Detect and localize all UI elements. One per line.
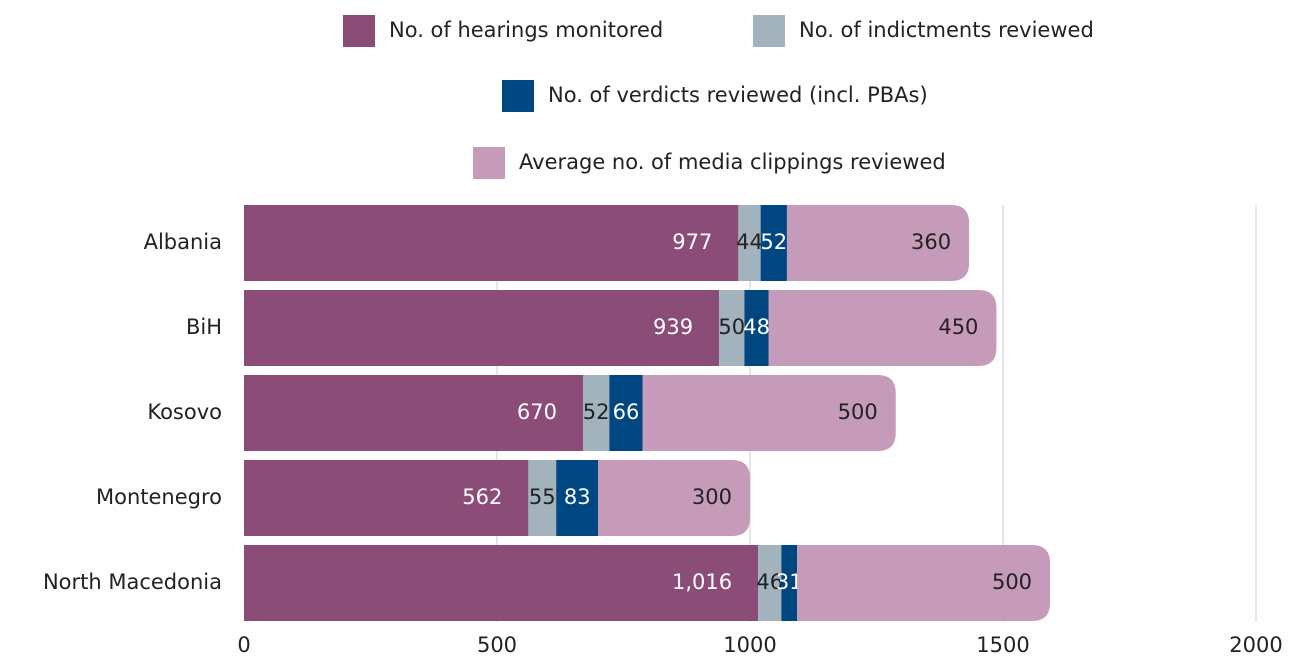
data-label: 977 — [672, 230, 712, 254]
y-tick-label: Montenegro — [96, 485, 222, 509]
data-label: 360 — [911, 230, 951, 254]
data-label: 500 — [838, 400, 878, 424]
bar-segment — [528, 460, 557, 536]
bar-segment — [738, 205, 761, 281]
bar-segment — [786, 205, 970, 281]
data-label: 83 — [564, 485, 591, 509]
y-tick-label: BiH — [186, 315, 222, 339]
bar-segment — [244, 290, 720, 366]
x-tick-label: 2000 — [1229, 633, 1282, 657]
x-tick-label: 1500 — [976, 633, 1029, 657]
data-label: 50 — [718, 315, 745, 339]
bar-segment — [744, 290, 769, 366]
data-label: 562 — [462, 485, 502, 509]
bar-segment — [768, 290, 997, 366]
bar-segment — [244, 460, 529, 536]
legend-label: No. of hearings monitored — [389, 18, 663, 42]
bar-segment — [609, 375, 643, 451]
data-label: 450 — [938, 315, 978, 339]
data-label: 48 — [743, 315, 770, 339]
data-label: 500 — [992, 570, 1032, 594]
bar-segment — [719, 290, 745, 366]
bar-segment — [556, 460, 599, 536]
legend-label: No. of verdicts reviewed (incl. PBAs) — [548, 83, 928, 107]
bar-segment — [583, 375, 610, 451]
data-label: 939 — [653, 315, 693, 339]
y-tick-label: North Macedonia — [43, 570, 222, 594]
data-label: 52 — [583, 400, 610, 424]
legend-label: No. of indictments reviewed — [799, 18, 1094, 42]
data-label: 670 — [517, 400, 557, 424]
bar-segment — [244, 205, 739, 281]
bar-segment — [781, 545, 798, 621]
bar-segment — [642, 375, 896, 451]
data-label: 52 — [760, 230, 787, 254]
x-tick-label: 500 — [477, 633, 517, 657]
legend-swatch — [473, 147, 505, 179]
bar-segment — [598, 460, 750, 536]
x-tick-label: 0 — [237, 633, 250, 657]
bar-segment — [758, 545, 782, 621]
data-label: 46 — [756, 570, 783, 594]
bar-segment — [244, 375, 584, 451]
bar-segment — [244, 545, 759, 621]
data-label: 44 — [736, 230, 763, 254]
legend-swatch — [502, 80, 534, 112]
bar-segment — [760, 205, 787, 281]
legend-label: Average no. of media clippings reviewed — [519, 150, 946, 174]
legend-swatch — [343, 15, 375, 47]
data-label: 66 — [613, 400, 640, 424]
data-label: 55 — [529, 485, 556, 509]
y-tick-label: Kosovo — [147, 400, 222, 424]
x-tick-label: 1000 — [723, 633, 776, 657]
legend-swatch — [753, 15, 785, 47]
data-label: 300 — [692, 485, 732, 509]
data-label: 1,016 — [672, 570, 732, 594]
y-tick-label: Albania — [144, 230, 222, 254]
bar-segment — [797, 545, 1051, 621]
